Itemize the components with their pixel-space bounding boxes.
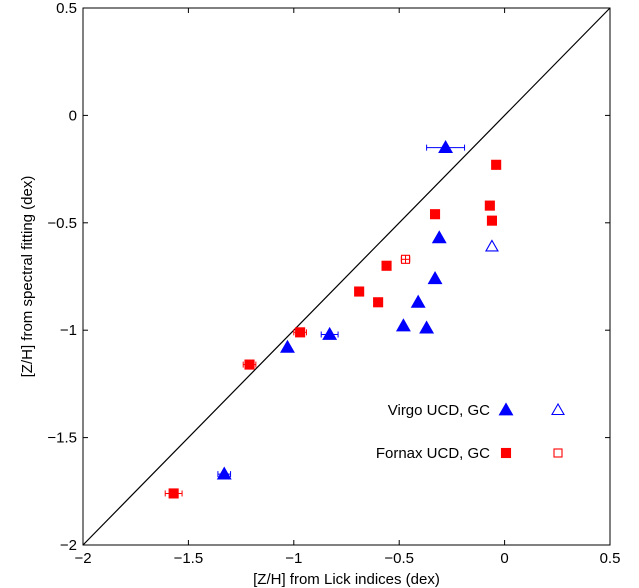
data-point — [400, 254, 411, 264]
data-point — [484, 200, 495, 211]
legend-label-fornax: Fornax UCD, GC — [376, 445, 490, 462]
series-fornax-ucd — [164, 159, 502, 499]
data-point — [419, 320, 435, 334]
y-axis-ticks: −2 −1.5 −1 −0.5 0 0.5 — [47, 0, 610, 554]
y-tick-label: −2 — [60, 537, 77, 554]
one-to-one-line — [82, 7, 611, 546]
y-tick-label: 0 — [69, 107, 77, 124]
x-tick-label: −1 — [285, 550, 302, 567]
data-point — [429, 209, 441, 220]
data-point — [485, 239, 499, 252]
x-tick-label: −0.5 — [384, 550, 414, 567]
data-point — [322, 326, 338, 340]
data-point — [427, 271, 443, 285]
y-tick-label: 0.5 — [56, 0, 77, 17]
y-tick-label: −0.5 — [47, 215, 77, 232]
legend-marker-virgo-ucd — [498, 402, 514, 416]
data-point — [216, 466, 232, 480]
series-virgo-gc — [485, 239, 499, 252]
legend-label-virgo: Virgo UCD, GC — [388, 402, 490, 419]
series-virgo-ucd — [216, 140, 466, 480]
legend-fornax-markers — [500, 447, 563, 459]
x-tick-label: 0.5 — [600, 550, 621, 567]
data-point — [431, 230, 447, 244]
x-axis-label: [Z/H] from Lick indices (dex) — [253, 571, 440, 588]
data-points — [164, 140, 502, 499]
legend-marker-fornax-ucd — [500, 447, 512, 459]
data-point — [168, 488, 179, 499]
x-tick-label: 0 — [500, 550, 508, 567]
data-point — [295, 327, 306, 338]
x-tick-label: −2 — [74, 550, 91, 567]
legend: Virgo UCD, GC Fornax UCD, GC — [376, 402, 565, 462]
data-point — [491, 159, 502, 170]
legend-marker-virgo-gc — [551, 402, 565, 416]
data-point — [373, 297, 384, 308]
x-tick-label: −1.5 — [174, 550, 204, 567]
data-point — [354, 286, 365, 297]
legend-virgo-markers — [498, 402, 565, 416]
legend-marker-fornax-gc — [553, 448, 563, 458]
series-fornax-gc — [400, 254, 411, 264]
plot-frame — [82, 7, 611, 546]
data-point — [395, 318, 411, 332]
y-axis-label: [Z/H] from spectral fitting (dex) — [19, 176, 36, 378]
data-point — [486, 215, 498, 226]
y-tick-label: −1.5 — [47, 430, 77, 447]
data-point — [244, 359, 255, 370]
y-tick-label: −1 — [60, 322, 77, 339]
data-point — [410, 294, 426, 308]
data-point — [280, 339, 295, 353]
data-point — [381, 260, 392, 271]
data-point — [438, 140, 454, 154]
